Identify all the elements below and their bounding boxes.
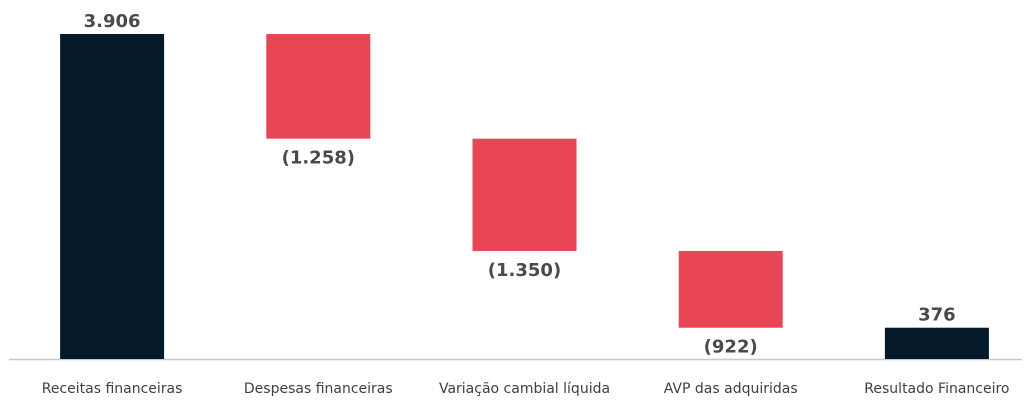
x-tick-label: Resultado Financeiro	[864, 381, 1009, 397]
x-tick-label: Despesas financeiras	[244, 381, 393, 397]
value-label: 376	[918, 305, 956, 326]
bar	[266, 34, 371, 139]
bar	[678, 250, 783, 328]
bar	[884, 327, 989, 359]
value-label: (922)	[704, 337, 758, 358]
bar	[60, 34, 165, 359]
value-label: (1.350)	[488, 260, 561, 281]
x-tick-label: AVP das adquiridas	[664, 381, 798, 397]
bar	[472, 138, 577, 251]
value-label: (1.258)	[282, 148, 355, 169]
value-label: 3.906	[84, 11, 141, 32]
x-tick-label: Receitas financeiras	[42, 381, 183, 397]
x-tick-label: Variação cambial líquida	[439, 381, 610, 397]
